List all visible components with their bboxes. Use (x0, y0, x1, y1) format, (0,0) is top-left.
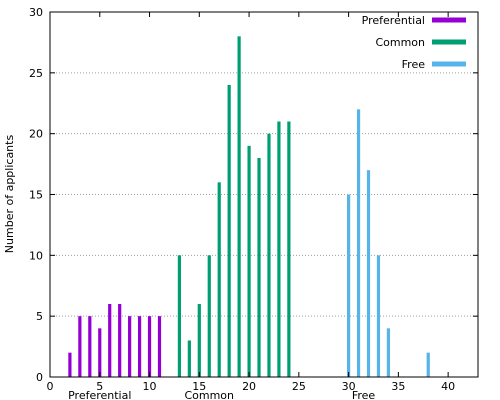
bar-common-21 (257, 158, 261, 377)
grid-lines (50, 72, 478, 317)
legend-label-preferential: Preferential (362, 14, 425, 27)
x-tick-label: 30 (342, 380, 356, 393)
bar-free-30 (347, 194, 351, 377)
group-label-common: Common (184, 389, 234, 400)
bar-preferential-11 (157, 316, 162, 377)
bar-common-17 (217, 182, 221, 377)
legend-label-common: Common (375, 36, 425, 49)
bar-preferential-8 (128, 316, 132, 377)
y-tick-label: 25 (29, 67, 43, 80)
bar-free-34 (386, 328, 391, 377)
legend-label-free: Free (402, 58, 426, 71)
bar-preferential-10 (147, 316, 152, 377)
y-tick-label: 15 (29, 189, 43, 202)
bar-common-13 (177, 255, 181, 377)
legend-swatch-free (432, 61, 466, 67)
group-label-preferential: Preferential (68, 389, 131, 400)
bar-common-24 (287, 121, 291, 377)
bar-preferential-5 (98, 328, 102, 377)
bar-common-20 (247, 145, 251, 377)
group-label-free: Free (352, 389, 376, 400)
x-tick-label: 10 (143, 380, 157, 393)
x-tick-label: 15 (192, 380, 206, 393)
y-tick-label: 5 (36, 310, 43, 323)
bar-free-33 (376, 255, 381, 377)
y-tick-label: 30 (29, 6, 43, 19)
x-tick-label: 20 (242, 380, 256, 393)
bar-preferential-3 (78, 316, 82, 377)
group-labels: Preferential Common Free (68, 389, 375, 400)
x-tick-label: 35 (391, 380, 405, 393)
x-tick-label: 0 (47, 380, 54, 393)
bar-common-22 (267, 133, 271, 377)
bar-common-15 (197, 304, 201, 377)
y-tick-label: 10 (29, 249, 43, 262)
x-axis-ticks: 0 5 10 15 20 25 30 35 40 (47, 12, 455, 393)
bar-common-23 (277, 121, 281, 377)
bars (68, 36, 430, 377)
bar-common-19 (237, 36, 241, 377)
x-tick-label: 40 (441, 380, 455, 393)
bar-free-32 (366, 170, 371, 377)
bar-preferential-7 (118, 304, 122, 377)
y-axis-label: Number of applicants (3, 135, 16, 254)
bar-preferential-9 (137, 316, 142, 377)
legend: Preferential Common Free (362, 14, 466, 71)
y-axis-ticks: 0 5 10 15 20 25 30 (29, 6, 478, 384)
bar-common-14 (187, 340, 191, 377)
x-tick-label: 5 (96, 380, 103, 393)
legend-swatch-preferential (432, 17, 466, 23)
x-tick-label: 25 (292, 380, 306, 393)
y-tick-label: 20 (29, 128, 43, 141)
y-tick-label: 0 (36, 371, 43, 384)
bar-preferential-4 (88, 316, 92, 377)
bar-preferential-6 (108, 304, 112, 377)
bar-common-18 (227, 85, 231, 377)
bar-free-31 (356, 109, 361, 377)
bar-free-38 (426, 352, 430, 377)
legend-swatch-common (432, 39, 466, 45)
bar-common-16 (207, 255, 211, 377)
bar-preferential-2 (68, 352, 72, 377)
